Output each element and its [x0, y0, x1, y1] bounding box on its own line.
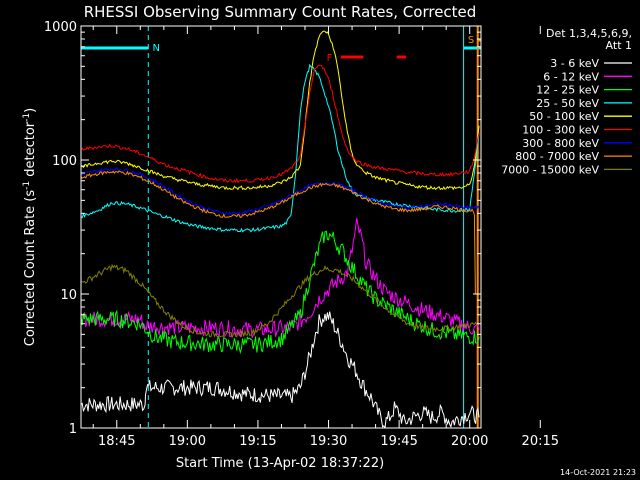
series-line-7000-15000-kev — [81, 263, 480, 339]
y-tick-label: 1000 — [44, 20, 77, 35]
series-line-3-6-kev — [81, 311, 480, 428]
series-line-300-800-kev — [81, 167, 480, 216]
legend-label: 12 - 25 keV — [536, 84, 599, 97]
legend-label: 3 - 6 keV — [550, 57, 599, 70]
x-tick-label: 20:00 — [451, 434, 488, 449]
x-tick-label: 18:45 — [98, 434, 135, 449]
legend-label: 6 - 12 keV — [543, 70, 599, 83]
y-axis-label: Corrected Count Rate (s-1 detector-1) — [22, 108, 38, 346]
footer-date: 14-Oct-2021 21:23 — [560, 468, 636, 477]
x-axis-label: Start Time (13-Apr-02 18:37:22) — [176, 456, 384, 471]
legend-label: 25 - 50 keV — [536, 97, 599, 110]
y-tick-label: 1 — [69, 422, 77, 437]
legend-label: 300 - 800 keV — [522, 137, 599, 150]
saa-flag-label: S — [468, 35, 474, 46]
y-tick-label: 100 — [52, 154, 77, 169]
flare-flag-label: F — [327, 53, 333, 64]
legend-header: Det 1,3,4,5,6,9, — [546, 27, 632, 40]
series-line-800-7000-kev — [81, 170, 476, 295]
x-tick-label: 20:15 — [522, 434, 559, 449]
legend-label: 100 - 300 keV — [522, 124, 599, 137]
x-tick-label: 19:45 — [380, 434, 417, 449]
series-line-6-12-kev — [81, 217, 480, 340]
series-line-50-100-kev — [81, 30, 480, 191]
legend-label: 800 - 7000 keV — [515, 150, 599, 163]
night-flag-label: N — [153, 43, 160, 54]
legend-label: 50 - 100 keV — [529, 110, 599, 123]
series-line-12-25-kev — [81, 230, 480, 355]
x-tick-label: 19:15 — [239, 434, 276, 449]
legend-header: Att 1 — [606, 39, 632, 52]
series-line-100-300-kev — [81, 64, 480, 184]
chart-title: RHESSI Observing Summary Count Rates, Co… — [84, 3, 477, 21]
legend-label: 7000 - 15000 keV — [501, 163, 599, 176]
y-tick-label: 10 — [60, 288, 77, 303]
x-tick-label: 19:30 — [310, 434, 347, 449]
x-tick-label: 19:00 — [169, 434, 206, 449]
